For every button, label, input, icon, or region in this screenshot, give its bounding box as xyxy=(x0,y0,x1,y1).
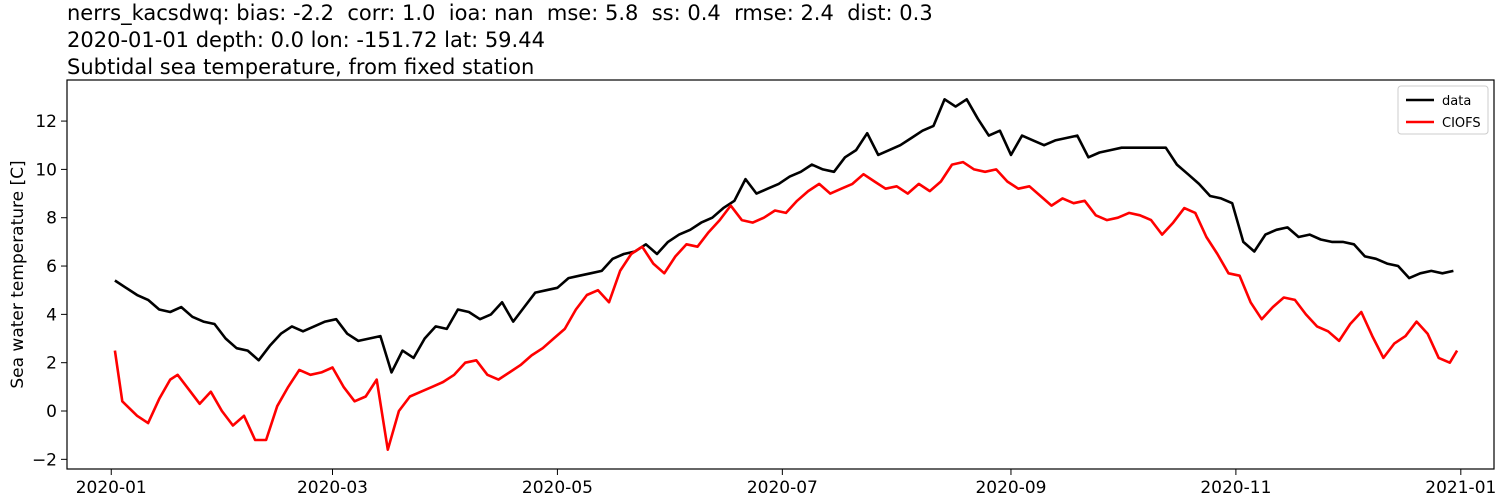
y-axis-label: Sea water temperature [C] xyxy=(8,160,28,388)
x-tick-label: 2020-01 xyxy=(76,478,147,498)
x-tick-label: 2020-11 xyxy=(1200,478,1271,498)
y-tick-label: −2 xyxy=(32,450,57,470)
y-tick-label: 0 xyxy=(46,402,57,422)
x-axis-ticks: 2020-01 2020-03 2020-05 2020-07 2020-09 2020-… xyxy=(76,469,1496,498)
series-layer xyxy=(113,98,1459,451)
y-tick-label: 10 xyxy=(35,160,57,180)
y-tick-label: 4 xyxy=(46,305,57,325)
x-tick-label: 2020-07 xyxy=(747,478,818,498)
y-tick-label: 6 xyxy=(46,257,57,277)
legend-label-CIOFS: CIOFS xyxy=(1442,116,1481,131)
y-tick-label: 8 xyxy=(46,209,57,229)
legend: data CIOFS xyxy=(1397,85,1489,135)
x-tick-label: 2020-03 xyxy=(297,478,368,498)
series-line-data xyxy=(114,98,1454,374)
legend-label-data: data xyxy=(1442,94,1471,109)
chart-location-title: 2020-01-01 depth: 0.0 lon: -151.72 lat: … xyxy=(67,28,545,52)
chart-title-block: nerrs_kacsdwq: bias: -2.2 corr: 1.0 ioa:… xyxy=(67,0,933,81)
x-tick-label: 2020-09 xyxy=(975,478,1046,498)
x-tick-label: 2020-05 xyxy=(522,478,593,498)
y-axis-ticks: −2 0 2 4 6 8 10 12 xyxy=(32,112,67,470)
y-tick-label: 2 xyxy=(46,354,57,374)
chart-description-title: Subtidal sea temperature, from fixed sta… xyxy=(67,55,535,79)
chart-stats-title: nerrs_kacsdwq: bias: -2.2 corr: 1.0 ioa:… xyxy=(67,1,933,25)
x-tick-label: 2021-01 xyxy=(1425,478,1496,498)
series-line-CIOFS xyxy=(113,160,1459,451)
y-tick-label: 12 xyxy=(35,112,57,132)
axes-frame xyxy=(66,79,1495,470)
